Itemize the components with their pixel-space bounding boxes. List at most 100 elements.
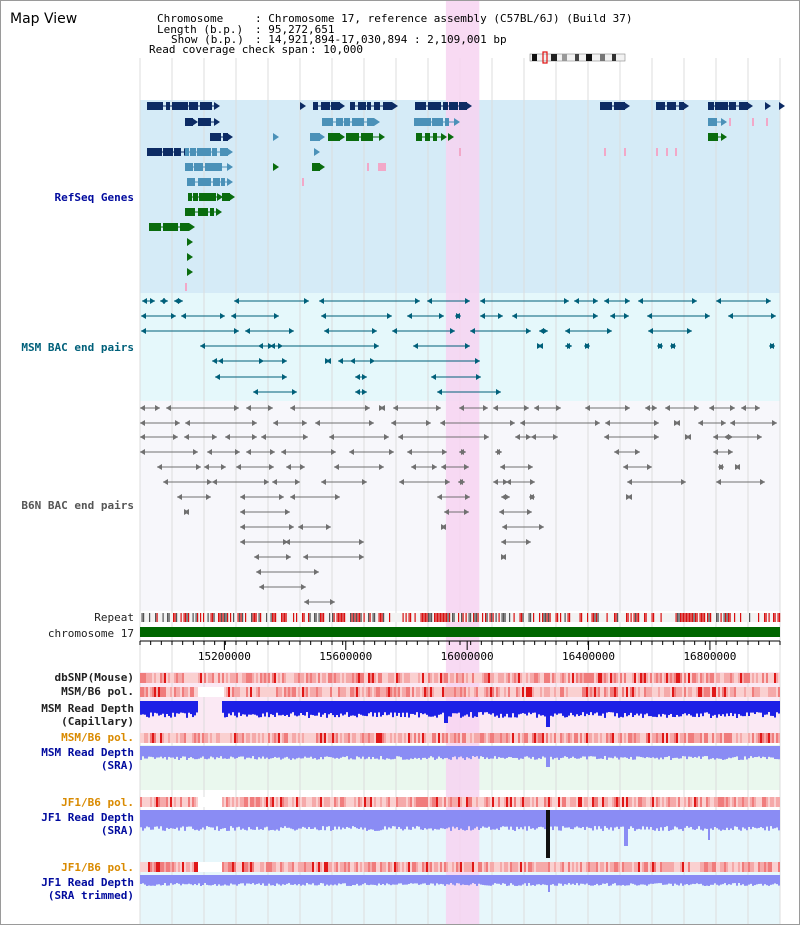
polymorphism-tracks[interactable] xyxy=(140,673,780,872)
b6n-bac-end xyxy=(359,539,364,545)
msm-capillary-depth xyxy=(230,701,232,716)
dbsnp-cell xyxy=(162,673,164,683)
refseq-genes-track[interactable] xyxy=(147,102,785,291)
msm-pol-cell xyxy=(620,687,622,697)
repeat-element xyxy=(545,613,547,622)
jf1-trimmed-depth xyxy=(614,875,616,884)
jf1-pol2-cell xyxy=(170,862,172,872)
jf1-sra-depth xyxy=(454,810,456,829)
jf1-pol2-cell xyxy=(246,862,248,872)
msm-bac-end-pairs-track[interactable] xyxy=(141,298,776,395)
jf1-pol2-cell xyxy=(358,862,360,872)
jf1-pol2-cell xyxy=(506,862,508,872)
msm-bac-end xyxy=(638,298,643,304)
jf1-pol2-cell xyxy=(392,862,394,872)
msm-capillary-depth xyxy=(182,701,184,713)
jf1-trimmed-depth xyxy=(572,875,574,884)
refseq-gene-arrow xyxy=(441,133,447,141)
jf1-trimmed-depth xyxy=(252,875,254,884)
dbsnp-cell xyxy=(296,673,298,683)
msm-capillary-depth xyxy=(316,701,318,716)
repeat-element xyxy=(485,613,487,622)
dbsnp-cell xyxy=(224,673,226,683)
msm-pol2-cell xyxy=(562,733,564,743)
msm-pol2-cell xyxy=(764,733,766,743)
msm-pol-cell xyxy=(566,687,568,697)
jf1-pol-cell xyxy=(364,797,366,807)
jf1-pol2-cell xyxy=(494,862,496,872)
jf1-pol2-cell xyxy=(718,862,720,872)
dbsnp-cell xyxy=(624,673,626,683)
repeat-track[interactable] xyxy=(140,613,781,622)
msm-sra-depth xyxy=(618,746,620,760)
msm-pol-cell xyxy=(736,687,738,697)
msm-pol-cell xyxy=(558,687,560,697)
jf1-trimmed-depth xyxy=(172,875,174,885)
chromosome-bar[interactable] xyxy=(140,627,780,637)
msm-bac-end xyxy=(372,328,377,334)
jf1-pol-cell xyxy=(284,797,286,807)
jf1-trimmed-depth xyxy=(738,875,740,884)
msm-sra-depth xyxy=(520,746,522,759)
msm-capillary-depth xyxy=(658,701,660,715)
jf1-trimmed-depth xyxy=(380,875,382,885)
repeat-element xyxy=(477,613,479,622)
jf1-sra-depth xyxy=(224,810,226,829)
repeat-element xyxy=(528,613,530,622)
repeat-element xyxy=(581,613,583,622)
jf1-sra-depth xyxy=(566,810,568,828)
msm-capillary-depth xyxy=(618,701,620,718)
jf1-pol2-cell xyxy=(668,862,670,872)
msm-pol2-cell xyxy=(690,733,692,743)
chromosome-ideogram[interactable] xyxy=(529,51,626,64)
b6n-bac-label[interactable]: B6N BAC end pairs xyxy=(21,499,134,512)
refseq-genes-label[interactable]: RefSeq Genes xyxy=(55,191,134,204)
jf1-pol-cell xyxy=(194,797,196,807)
repeat-element xyxy=(441,613,443,622)
msm-capillary-depth xyxy=(602,701,604,714)
jf1-pol-cell xyxy=(190,797,192,807)
msm-pol-cell xyxy=(714,687,716,697)
msm-pol-cell xyxy=(654,687,656,697)
b6n-bac-end xyxy=(140,420,145,426)
b6n-bac-end-pairs-track[interactable] xyxy=(140,405,777,605)
jf1-pol2-cell xyxy=(448,862,450,872)
read-depth-tracks[interactable] xyxy=(140,701,780,892)
repeat-element xyxy=(285,613,287,622)
repeat-element xyxy=(560,613,562,622)
jf1-trimmed-depth xyxy=(324,875,326,886)
dbsnp-cell xyxy=(660,673,662,683)
jf1-sra-depth xyxy=(624,810,626,846)
jf1-trimmed-depth xyxy=(188,875,190,884)
msm-pol2-cell xyxy=(628,733,630,743)
msm-capillary-depth xyxy=(590,701,592,713)
jf1-sra-depth xyxy=(754,810,756,828)
msm-sra-depth xyxy=(210,746,212,757)
msm-pol-cell xyxy=(524,687,526,697)
repeat-element xyxy=(389,613,391,622)
jf1-trimmed-depth xyxy=(440,875,442,884)
msm-sra-depth xyxy=(584,746,586,757)
msm-pol-cell xyxy=(156,687,158,697)
b6n-bac-end xyxy=(140,449,145,455)
msm-bac-label[interactable]: MSM BAC end pairs xyxy=(21,341,134,354)
msm-capillary-depth xyxy=(598,701,600,716)
jf1-pol2-cell xyxy=(376,862,378,872)
jf1-pol2-cell xyxy=(158,862,160,872)
jf1-pol2-cell xyxy=(460,862,462,872)
msm-sra-depth xyxy=(510,746,512,758)
dbsnp-cell xyxy=(648,673,650,683)
jf1-pol-cell xyxy=(588,797,590,807)
dbsnp-cell xyxy=(768,673,770,683)
msm-capillary-depth xyxy=(190,701,192,715)
repeat-element xyxy=(519,613,521,622)
msm-sra-depth xyxy=(442,746,444,760)
dbsnp-cell xyxy=(734,673,736,683)
msm-pol2-cell xyxy=(248,733,250,743)
jf1-pol2-cell xyxy=(162,862,164,872)
msm-bac-end xyxy=(234,298,239,304)
refseq-exon xyxy=(321,102,330,110)
jf1-trimmed-depth xyxy=(384,875,386,886)
msm-pol-cell xyxy=(174,687,176,697)
jf1-sra-depth xyxy=(656,810,658,829)
